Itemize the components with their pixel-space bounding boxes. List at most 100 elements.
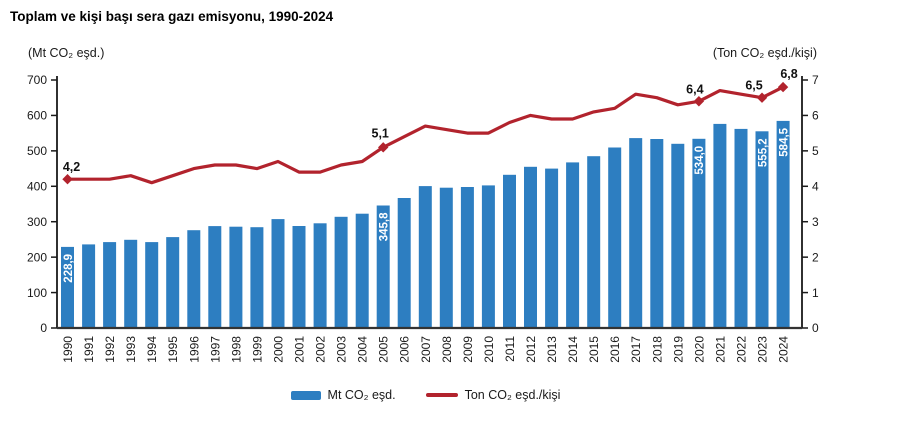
x-axis-year-label: 2003	[335, 336, 349, 363]
x-axis-year-label: 2023	[756, 336, 770, 363]
x-axis-year-label: 2012	[524, 336, 538, 363]
x-axis-year-label: 1999	[250, 336, 264, 363]
right-axis-tick-label: 3	[812, 215, 819, 229]
bar-1995	[166, 237, 180, 328]
right-axis-tick-label: 4	[812, 179, 819, 193]
x-axis-year-label: 2006	[398, 336, 412, 363]
bar-2013	[545, 168, 559, 328]
right-axis-tick-label: 2	[812, 250, 819, 264]
line-series-swatch-icon	[425, 393, 458, 397]
x-axis-year-label: 1998	[229, 336, 243, 363]
x-axis-year-label: 2017	[629, 336, 643, 363]
x-axis-year-label: 1997	[208, 336, 222, 363]
left-axis-unit: (Mt CO₂ eşd.)	[28, 46, 105, 60]
bar-value-label-2023: 555,2	[757, 138, 769, 167]
bar-1998	[229, 226, 243, 328]
legend-item-line: Ton CO₂ eşd./kişi	[425, 388, 561, 402]
x-axis-year-label: 1990	[61, 336, 75, 363]
bar-1999	[250, 227, 264, 328]
left-axis-tick-label: 0	[40, 321, 47, 335]
x-axis-year-label: 2019	[671, 336, 685, 363]
left-axis-tick-label: 300	[27, 215, 47, 229]
x-axis-year-label: 1996	[187, 336, 201, 363]
bar-2022	[734, 128, 748, 328]
x-axis-year-label: 2014	[566, 336, 580, 363]
bar-2000	[271, 219, 285, 328]
line-value-label-1990: 4,2	[63, 160, 80, 174]
bar-series-swatch-icon	[290, 390, 321, 400]
x-axis-year-label: 2015	[587, 336, 601, 363]
bar-2020	[692, 138, 706, 328]
line-marker-1990	[62, 174, 73, 185]
bar-2017	[629, 138, 643, 328]
bar-2018	[650, 139, 664, 328]
x-axis-year-label: 2016	[608, 336, 622, 363]
x-axis-year-label: 2011	[503, 336, 517, 362]
bar-value-label-2020: 534,0	[694, 146, 706, 175]
bar-2006	[397, 198, 411, 328]
legend: Mt CO₂ eşd. Ton CO₂ eşd./kişi	[0, 388, 879, 402]
bar-1997	[208, 226, 222, 328]
x-axis-year-label: 2024	[777, 336, 791, 363]
line-marker-2024	[777, 81, 789, 93]
left-axis-tick-label: 200	[27, 250, 47, 264]
x-axis-year-label: 1994	[145, 336, 159, 363]
bar-2010	[481, 185, 495, 328]
chart-title: Toplam ve kişi başı sera gazı emisyonu, …	[10, 9, 334, 24]
line-marker-2020	[693, 96, 705, 107]
right-axis-tick-label: 6	[812, 109, 819, 123]
bar-1996	[187, 230, 201, 328]
bar-2005	[376, 205, 390, 328]
x-axis-year-label: 2022	[734, 336, 748, 363]
right-axis-tick-label: 5	[812, 144, 819, 158]
x-axis-year-label: 1993	[124, 336, 138, 363]
legend-label-line: Ton CO₂ eşd./kişi	[464, 388, 561, 402]
bar-2024	[776, 120, 790, 329]
bar-2021	[713, 123, 727, 329]
line-marker-2023	[756, 92, 768, 103]
x-axis-year-label: 1991	[82, 336, 96, 363]
line-value-label-2020: 6,4	[686, 82, 703, 96]
bar-2008	[439, 187, 453, 328]
line-value-label-2023: 6,5	[745, 79, 762, 93]
bar-2002	[313, 223, 327, 328]
bar-2016	[608, 147, 622, 328]
bar-2023	[755, 131, 769, 328]
left-axis-tick-label: 500	[27, 144, 47, 158]
right-axis-tick-label: 7	[812, 73, 819, 87]
bar-2009	[460, 187, 474, 328]
bar-value-label-1990: 228,9	[63, 254, 75, 283]
x-axis-year-label: 2007	[419, 336, 433, 363]
bar-2015	[587, 156, 601, 328]
bar-2003	[334, 216, 348, 328]
left-axis-tick-label: 600	[27, 109, 47, 123]
x-axis-year-label: 2002	[314, 336, 328, 363]
bar-2001	[292, 226, 306, 328]
x-axis-year-label: 2010	[482, 336, 496, 363]
legend-label-bars: Mt CO₂ eşd.	[327, 388, 396, 402]
bar-1990	[61, 246, 74, 328]
legend-item-bars: Mt CO₂ eşd.	[290, 388, 396, 402]
x-axis-year-label: 1995	[166, 336, 180, 363]
left-axis-tick-label: 400	[27, 179, 47, 193]
bar-value-label-2024: 584,5	[778, 127, 790, 156]
bar-value-label-2005: 345,8	[379, 212, 391, 241]
x-axis-year-label: 1992	[103, 336, 117, 363]
left-axis-tick-label: 100	[27, 286, 47, 300]
line-value-label-2005: 5,1	[372, 126, 389, 140]
x-axis-year-label: 2004	[356, 336, 370, 363]
x-axis-year-label: 2020	[692, 336, 706, 363]
bar-2011	[503, 174, 516, 328]
right-axis-unit: (Ton CO₂ eşd./kişi)	[712, 46, 817, 60]
line-marker-2005	[378, 142, 389, 153]
line-series	[65, 85, 785, 185]
x-axis-year-label: 2005	[377, 336, 391, 363]
bar-2012	[524, 166, 537, 328]
x-axis-year-label: 2000	[271, 336, 285, 363]
bar-1994	[145, 242, 159, 328]
bar-1993	[124, 239, 138, 328]
bar-1992	[103, 242, 117, 328]
x-axis-year-label: 2001	[293, 336, 307, 363]
right-axis-tick-label: 0	[812, 321, 819, 335]
